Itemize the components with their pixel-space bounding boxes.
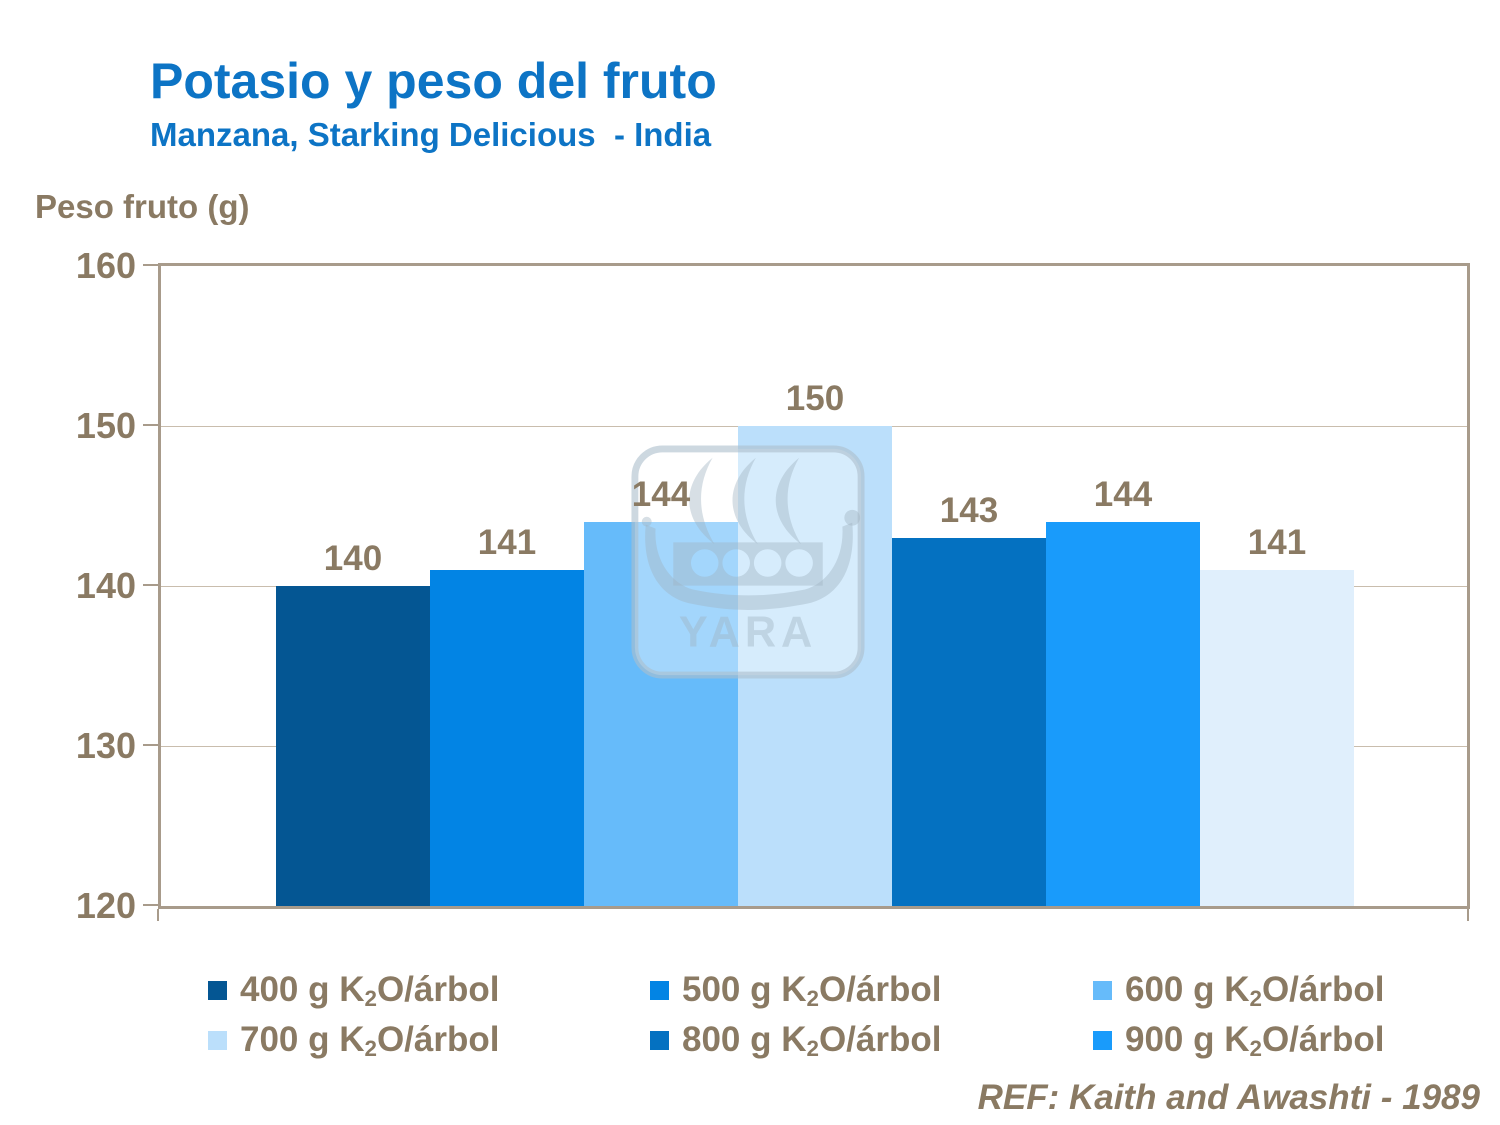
legend-swatch-800g [650,1030,669,1050]
legend-label: 900 g K2O/árbol [1125,1020,1385,1061]
y-tick-label-150: 150 [75,405,136,446]
bar-value-label: 150 [785,379,845,418]
legend-entry-700g: 700 g K2O/árbol [208,1018,499,1062]
bar-600g [584,522,738,906]
legend-swatch-400g [208,980,227,1000]
bar-value-label: 143 [939,491,999,530]
bar-value-label: 141 [477,523,537,562]
legend-label: 600 g K2O/árbol [1125,970,1385,1011]
legend-label: 400 g K2O/árbol [240,970,500,1011]
bar-value-label: 141 [1247,523,1307,562]
legend-label: 700 g K2O/árbol [240,1020,500,1061]
bar-400g [276,586,430,906]
reference-note: REF: Kaith and Awashti - 1989 [977,1078,1480,1117]
bar-900g [1046,522,1200,906]
legend-swatch-700g [208,1030,227,1050]
legend-swatch-600g [1093,980,1112,1000]
x-axis-tick [157,909,159,921]
legend-swatch-500g [650,980,669,1000]
y-axis-tick [143,744,158,746]
page-title: Potasio y peso del fruto [150,53,717,109]
legend-entry-400g: 400 g K2O/árbol [208,968,499,1012]
legend-label: 800 g K2O/árbol [682,1020,942,1061]
bar-500g [430,570,584,906]
page-subtitle: Manzana, Starking Delicious - India [150,116,712,153]
legend-entry-900g: 900 g K2O/árbol [1093,1018,1384,1062]
bar-value-label: 144 [631,475,691,514]
bar-7 [1200,570,1354,906]
x-axis-tick [1467,909,1469,921]
y-tick-label-140: 140 [75,565,136,606]
y-axis-tick [143,264,158,266]
y-axis-tick [143,424,158,426]
bar-800g [892,538,1046,906]
legend-label: 500 g K2O/árbol [682,970,942,1011]
y-tick-label-160: 160 [75,245,136,286]
y-tick-label-130: 130 [75,725,136,766]
y-axis-title: Peso fruto (g) [35,188,250,225]
legend-entry-800g: 800 g K2O/árbol [650,1018,941,1062]
legend-swatch-900g [1093,1030,1112,1050]
bar-700g [738,426,892,906]
legend-entry-500g: 500 g K2O/árbol [650,968,941,1012]
y-tick-label-120: 120 [75,885,136,926]
bar-value-label: 140 [323,539,383,578]
y-axis-tick [143,584,158,586]
legend-entry-600g: 600 g K2O/árbol [1093,968,1384,1012]
y-axis-tick [143,904,158,906]
bar-value-label: 144 [1093,475,1153,514]
